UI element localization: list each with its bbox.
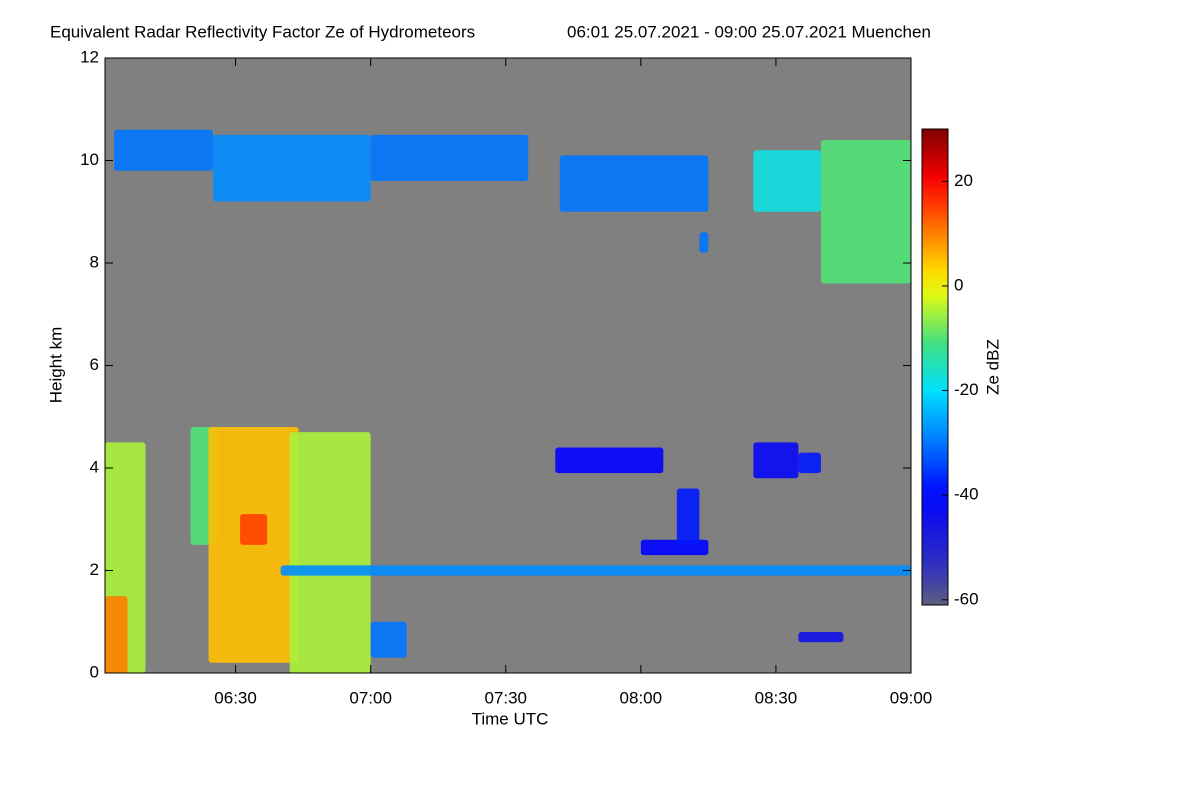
x-axis-label: Time UTC <box>472 709 549 728</box>
colorbar <box>921 128 949 606</box>
x-tick-label: 09:00 <box>890 688 933 707</box>
y-tick-label: 4 <box>90 457 99 476</box>
chart-subtitle: 06:01 25.07.2021 - 09:00 25.07.2021 Muen… <box>567 22 931 41</box>
echo-cell <box>820 140 911 284</box>
echo-cell <box>798 452 821 474</box>
colorbar-tick-label: 0 <box>954 275 963 294</box>
y-tick-label: 0 <box>90 662 99 681</box>
chart-title: Equivalent Radar Reflectivity Factor Ze … <box>50 22 475 41</box>
y-tick-label: 6 <box>90 355 99 374</box>
echo-cell <box>105 596 128 673</box>
echo-cell <box>240 514 268 545</box>
y-axis-label: Height km <box>46 327 65 404</box>
echo-cell <box>559 155 709 212</box>
echo-cell <box>289 432 371 673</box>
colorbar-tick-label: 20 <box>954 171 973 190</box>
x-tick-label: 06:30 <box>214 688 257 707</box>
colorbar-tick-label: -20 <box>954 380 979 399</box>
colorbar-tick-label: -60 <box>954 589 979 608</box>
echo-cell <box>370 621 407 658</box>
x-tick-label: 08:30 <box>755 688 798 707</box>
echo-cell <box>555 447 664 474</box>
echo-cell <box>753 150 821 212</box>
echo-cell <box>213 134 371 202</box>
echo-cell <box>676 488 700 545</box>
y-tick-label: 10 <box>80 150 99 169</box>
echo-cell <box>753 442 799 479</box>
y-tick-label: 12 <box>80 47 99 66</box>
echo-cell <box>280 565 911 576</box>
echo-cell <box>798 632 844 643</box>
colorbar-label: Ze dBZ <box>983 339 1002 395</box>
y-tick-label: 8 <box>90 252 99 271</box>
plot-area <box>105 58 911 673</box>
x-tick-label: 07:30 <box>484 688 527 707</box>
echo-cell <box>370 134 529 181</box>
x-tick-label: 08:00 <box>620 688 663 707</box>
colorbar-tick-label: -40 <box>954 485 979 504</box>
y-tick-label: 2 <box>90 560 99 579</box>
echo-cell <box>699 232 709 253</box>
x-tick-label: 07:00 <box>349 688 392 707</box>
echo-cell <box>114 129 214 171</box>
